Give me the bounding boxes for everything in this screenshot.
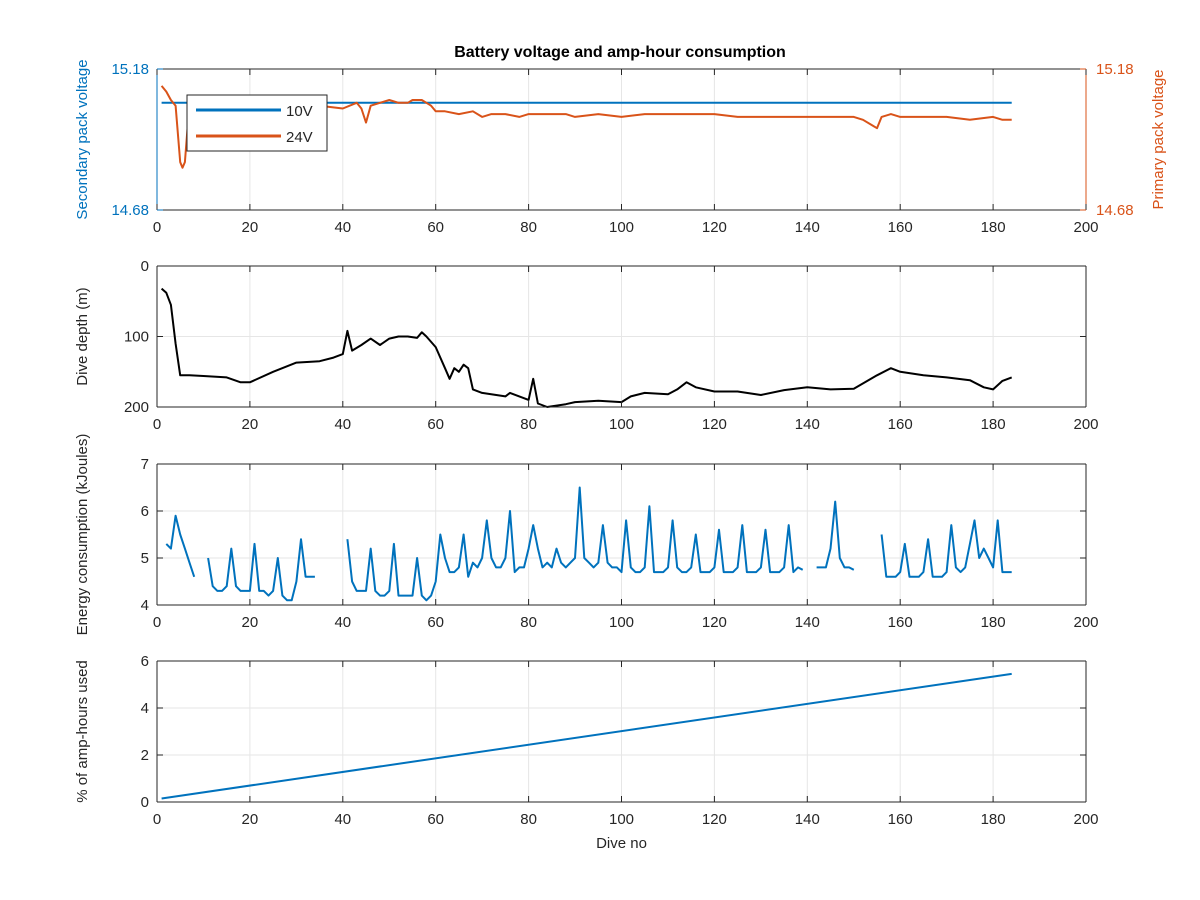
x-tick-label: 100 <box>609 811 634 828</box>
x-tick-label: 160 <box>888 416 913 433</box>
x-tick-label: 20 <box>242 811 259 828</box>
series-line-1-seg3 <box>346 486 804 602</box>
legend-label-24V: 24V <box>286 129 313 146</box>
x-tick-label: 180 <box>981 219 1006 236</box>
x-tick-label: 200 <box>1073 614 1098 631</box>
x-tick-label: 20 <box>242 614 259 631</box>
subplot-3: 0 20 40 60 80 100 120 140 160 180 200 4 5 6 7 Energy co… <box>74 434 1099 636</box>
y-axis-label: Energy consumption (kJoules) <box>74 434 91 636</box>
series-line-1-seg5 <box>880 519 1012 578</box>
x-tick-label: 80 <box>520 416 537 433</box>
figure-title: Battery voltage and amp-hour consumption <box>454 44 786 61</box>
y-tick-label: 0 <box>141 794 149 811</box>
x-tick-label: 120 <box>702 219 727 236</box>
y-tick-label: 14.68 <box>111 202 149 219</box>
plots: 0 20 40 60 80 100 120 140 160 180 20014.6815.1814.… <box>74 59 1167 852</box>
x-tick-label: 0 <box>153 614 161 631</box>
x-tick-label: 40 <box>334 416 351 433</box>
x-tick-label: 200 <box>1073 811 1098 828</box>
x-tick-label: 0 <box>153 219 161 236</box>
y-tick-label: 7 <box>141 456 149 473</box>
y-tick-label-right: 14.68 <box>1096 202 1134 219</box>
x-axis-label: Dive no <box>596 835 647 852</box>
x-tick-label: 40 <box>334 811 351 828</box>
x-tick-label: 140 <box>795 416 820 433</box>
y-tick-label: 5 <box>141 550 149 567</box>
x-tick-label: 180 <box>981 416 1006 433</box>
x-tick-label: 120 <box>702 811 727 828</box>
series-line-1-seg4 <box>816 500 855 571</box>
y-axis-label-right: Primary pack voltage <box>1150 69 1167 209</box>
y-axis-label: % of amp-hours used <box>74 660 91 803</box>
y-tick-label: 2 <box>141 747 149 764</box>
y-tick-label: 0 <box>141 258 149 275</box>
y-tick-label: 100 <box>124 329 149 346</box>
legend-label-10V: 10V <box>286 103 313 120</box>
x-tick-label: 20 <box>242 219 259 236</box>
x-tick-label: 20 <box>242 416 259 433</box>
x-tick-label: 140 <box>795 614 820 631</box>
x-tick-label: 120 <box>702 416 727 433</box>
subplot-1: 0 20 40 60 80 100 120 140 160 180 20014.6815.1814.… <box>74 59 1167 236</box>
x-tick-label: 60 <box>427 416 444 433</box>
legend: 10V 24V <box>186 94 328 152</box>
x-tick-label: 80 <box>520 614 537 631</box>
x-tick-label: 180 <box>981 614 1006 631</box>
series-line-1 <box>160 287 1013 408</box>
x-tick-label: 0 <box>153 811 161 828</box>
x-tick-label: 200 <box>1073 219 1098 236</box>
y-axis-label: Secondary pack voltage <box>74 59 91 219</box>
y-tick-label: 200 <box>124 399 149 416</box>
x-tick-label: 60 <box>427 614 444 631</box>
y-tick-label: 6 <box>141 653 149 670</box>
y-tick-label: 4 <box>141 597 149 614</box>
y-tick-label: 6 <box>141 503 149 520</box>
y-tick-label: 15.18 <box>111 61 149 78</box>
x-tick-label: 140 <box>795 811 820 828</box>
y-tick-label: 4 <box>141 700 149 717</box>
legend-box <box>186 94 328 152</box>
x-tick-label: 180 <box>981 811 1006 828</box>
x-tick-label: 160 <box>888 219 913 236</box>
x-tick-label: 160 <box>888 811 913 828</box>
y-tick-label-right: 15.18 <box>1096 61 1134 78</box>
x-tick-label: 100 <box>609 614 634 631</box>
x-tick-label: 160 <box>888 614 913 631</box>
series-line-1-seg1 <box>165 514 196 578</box>
x-tick-label: 80 <box>520 811 537 828</box>
x-tick-label: 0 <box>153 416 161 433</box>
series-line-1 <box>161 672 1012 800</box>
x-tick-label: 100 <box>609 219 634 236</box>
x-tick-label: 80 <box>520 219 537 236</box>
x-tick-label: 40 <box>334 219 351 236</box>
series-line-1-seg2 <box>207 538 315 602</box>
x-tick-label: 140 <box>795 219 820 236</box>
x-tick-label: 120 <box>702 614 727 631</box>
x-tick-label: 200 <box>1073 416 1098 433</box>
x-tick-label: 40 <box>334 614 351 631</box>
x-tick-label: 60 <box>427 811 444 828</box>
y-axis-label: Dive depth (m) <box>74 287 91 385</box>
subplot-4: 0 20 40 60 80 100 120 140 160 180 200 0 2 4 6 % of amp-… <box>74 653 1099 852</box>
x-tick-label: 100 <box>609 416 634 433</box>
x-tick-label: 60 <box>427 219 444 236</box>
